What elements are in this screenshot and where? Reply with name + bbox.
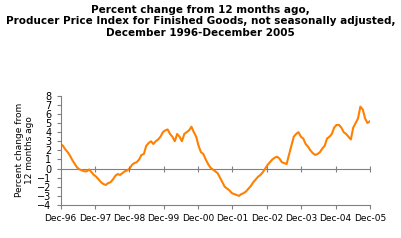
- Text: Percent change from 12 months ago,
Producer Price Index for Finished Goods, not : Percent change from 12 months ago, Produ…: [6, 5, 395, 38]
- Y-axis label: Percent change from
12 months ago: Percent change from 12 months ago: [15, 103, 34, 198]
